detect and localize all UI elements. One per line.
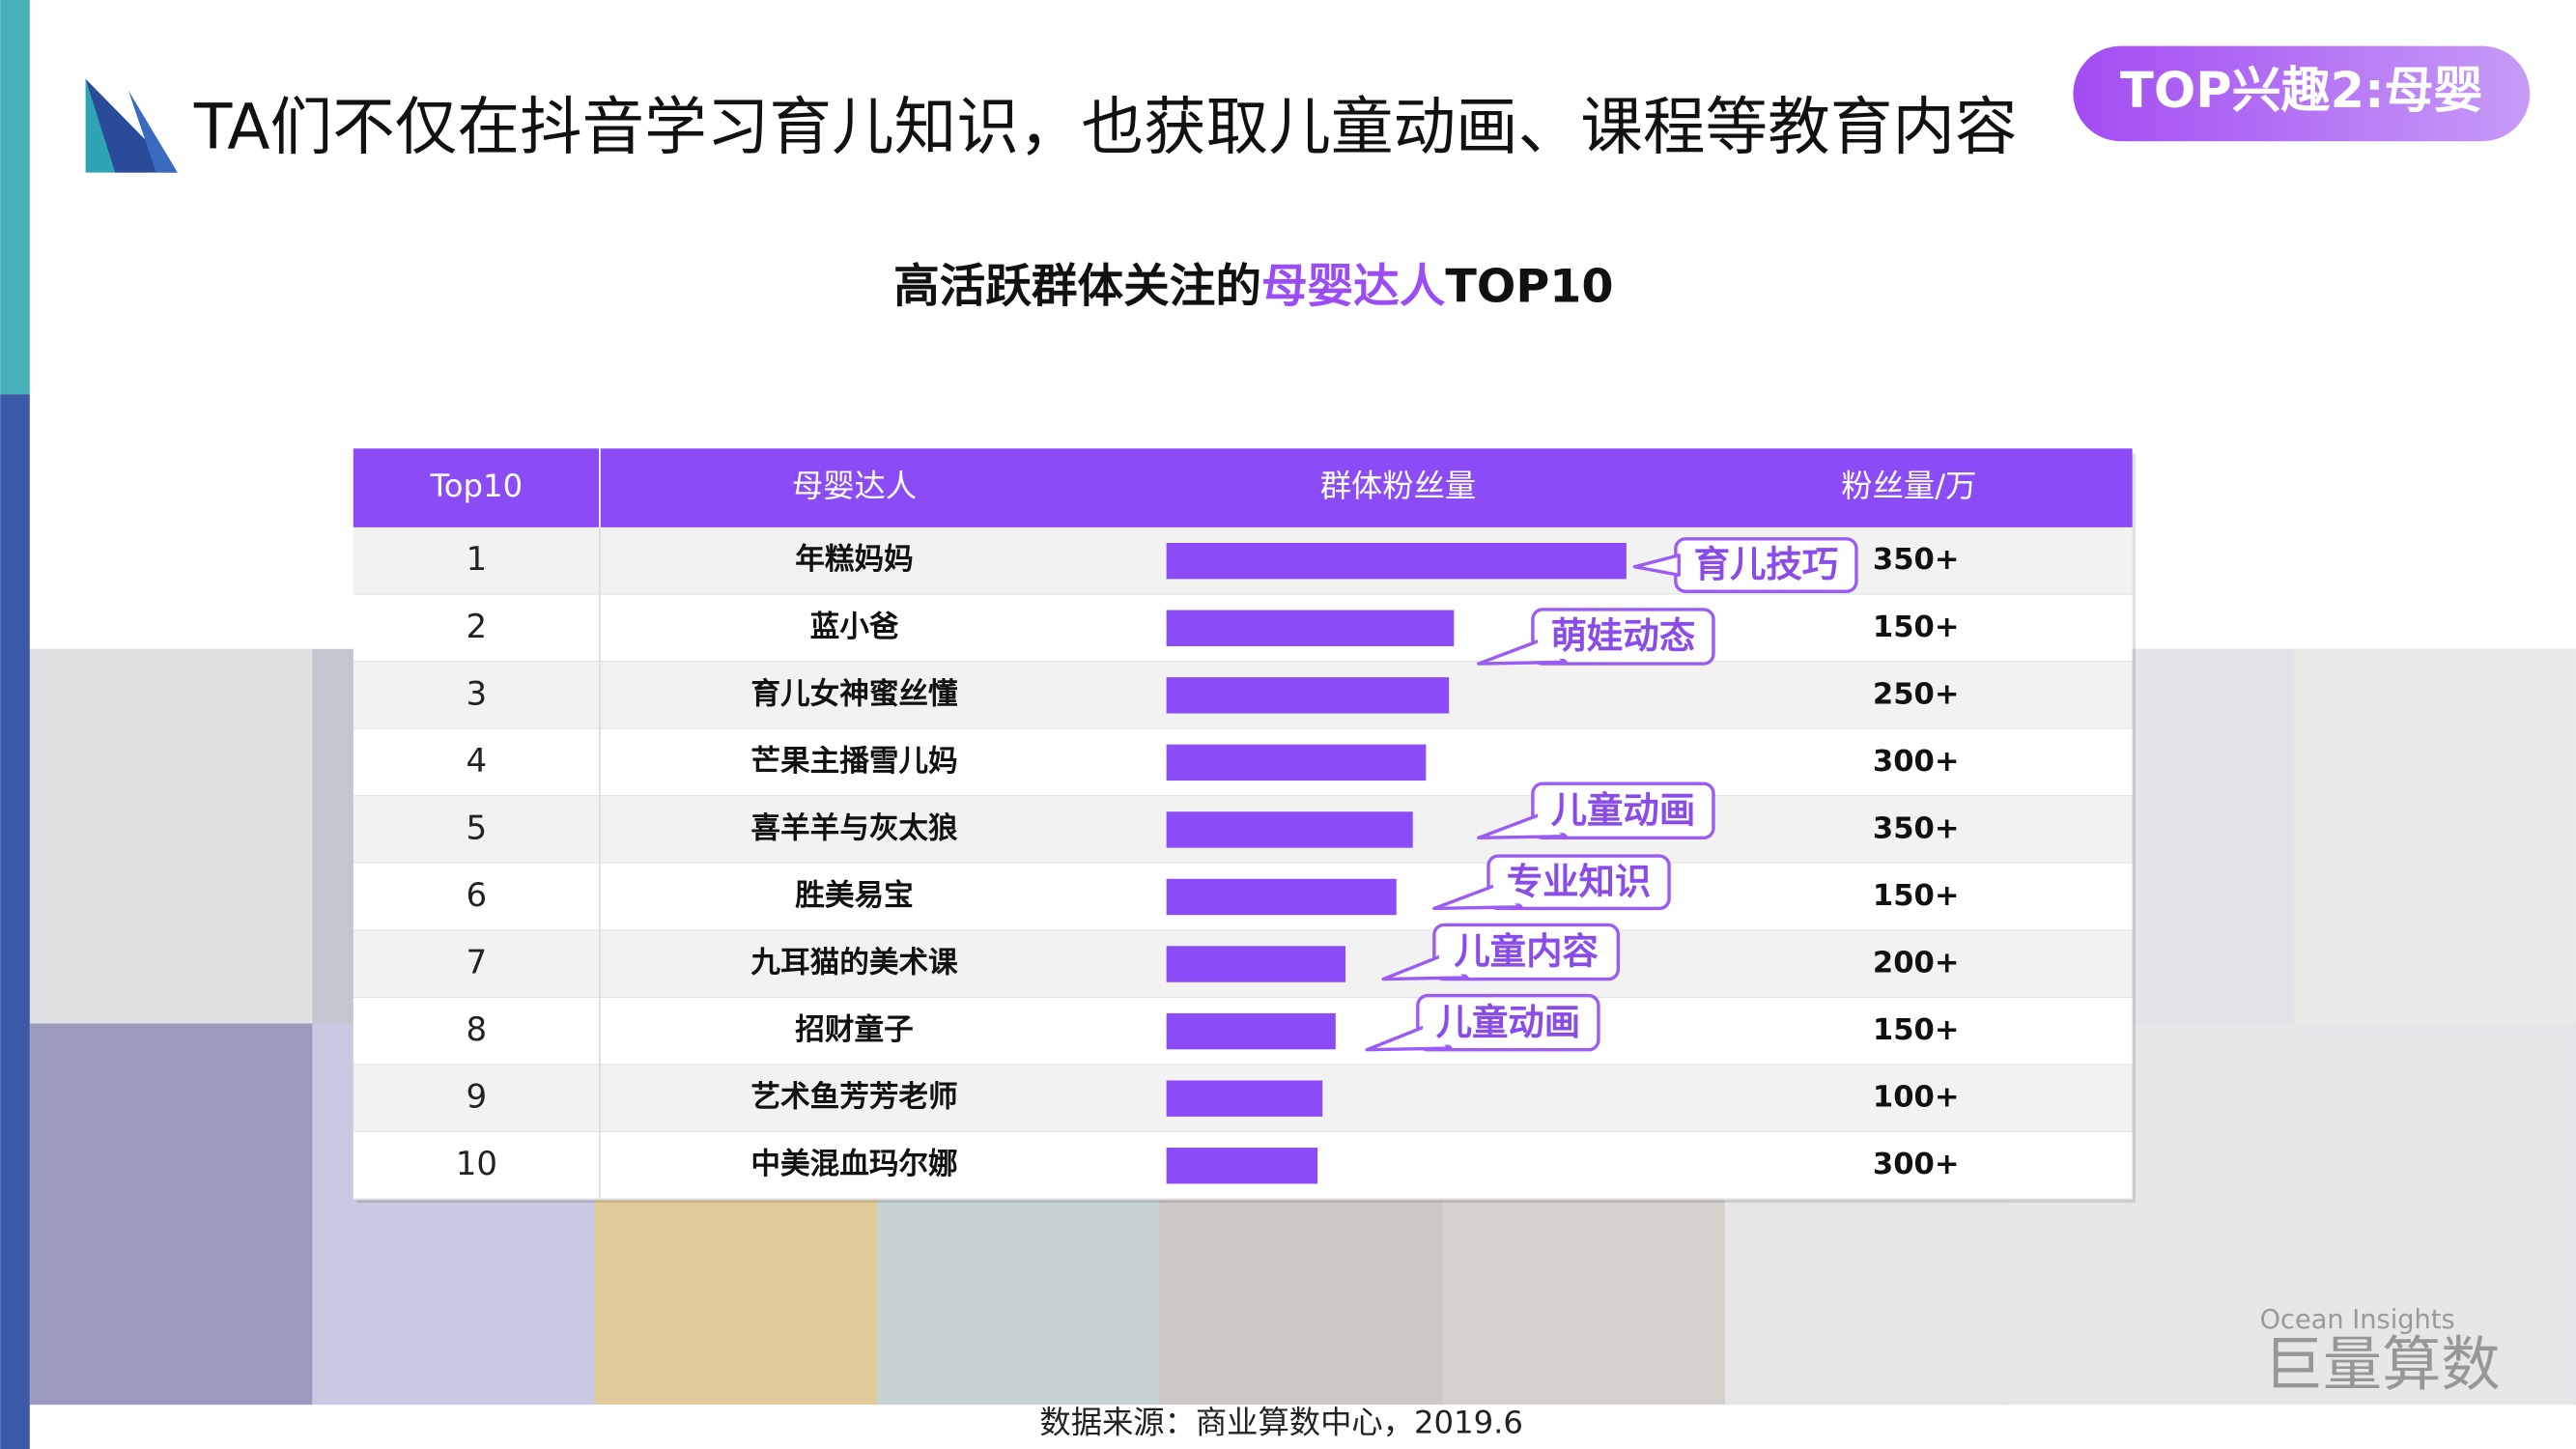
- creator-name: 芒果主播雪儿妈: [750, 745, 957, 779]
- fan-count: 350+: [1873, 811, 1960, 845]
- column-header: 母婴达人: [792, 468, 917, 504]
- rank: 3: [467, 674, 488, 713]
- tag-pointer: [1632, 554, 1681, 577]
- fan-bar: [1166, 744, 1427, 781]
- creator-name: 喜羊羊与灰太狼: [750, 810, 958, 845]
- rank: 9: [467, 1078, 488, 1117]
- rank: 4: [467, 742, 488, 781]
- content-tag: 儿童动画: [1551, 788, 1696, 831]
- table: Top10 母婴达人 群体粉丝量 粉丝量/万 1 年糕妈妈 350+ 2 蓝小爸 150+ 3 育儿女…: [353, 448, 2133, 1201]
- rank: 1: [467, 540, 488, 579]
- column-header: 群体粉丝量: [1320, 468, 1477, 504]
- rank: 2: [467, 608, 488, 646]
- creator-name: 胜美易宝: [795, 878, 913, 913]
- creator-name: 蓝小爸: [810, 611, 899, 644]
- tag-pointer-mask: [1438, 929, 1476, 975]
- tag-box: [1416, 993, 1600, 1052]
- creator-name: 艺术鱼芳芳老师: [750, 1080, 957, 1115]
- tag-box: [1432, 923, 1621, 981]
- fan-count: 150+: [1873, 1013, 1960, 1047]
- fan-count: 100+: [1873, 1081, 1960, 1115]
- creator-name: 中美混血玛尔娜: [750, 1147, 957, 1181]
- fan-bar: [1166, 1080, 1323, 1117]
- tag-pointer-mask: [1680, 543, 1717, 587]
- subtitle-part: 高活跃群体关注的: [893, 260, 1261, 313]
- tag-pointer-mask: [1493, 861, 1530, 904]
- content-tag: 专业知识: [1507, 860, 1652, 902]
- creator-name: 年糕妈妈: [795, 543, 913, 577]
- fan-bar: [1166, 1148, 1318, 1184]
- rank: 8: [467, 1010, 488, 1049]
- tag-box: [1531, 608, 1715, 666]
- fan-bar: [1166, 677, 1450, 714]
- rank: 6: [467, 876, 488, 915]
- column-header: 粉丝量/万: [1841, 468, 1976, 504]
- rank: 7: [467, 944, 488, 982]
- content-tag: 儿童内容: [1454, 930, 1599, 973]
- content-tag: 萌娃动态: [1551, 614, 1696, 657]
- creator-name: 九耳猫的美术课: [750, 946, 958, 980]
- content-tag: 儿童动画: [1436, 1001, 1581, 1043]
- brand: 巨量算数: [2264, 1330, 2501, 1399]
- column-header: Top10: [430, 468, 524, 504]
- table-header: [353, 448, 2133, 527]
- source-note: 数据来源：商业算数中心，2019.6: [1039, 1404, 1523, 1440]
- rank: 10: [456, 1145, 497, 1183]
- fan-count: 200+: [1873, 947, 1960, 980]
- tag-pointer-mask: [1538, 614, 1574, 659]
- fan-bar: [1166, 542, 1627, 580]
- fan-count: 300+: [1873, 1148, 1960, 1181]
- rank: 5: [467, 809, 488, 847]
- tag-pointer-mask: [1538, 788, 1574, 834]
- fan-bar: [1166, 946, 1346, 982]
- fan-bar: [1166, 878, 1397, 916]
- content-tag: 育儿技巧: [1694, 543, 1839, 585]
- creator-name: 育儿女神蜜丝懂: [750, 676, 958, 711]
- slide-title: TA们不仅在抖音学习育儿知识，也获取儿童动画、课程等教育内容: [193, 92, 2018, 164]
- badge: [2073, 45, 2531, 142]
- tag-box: [1486, 854, 1671, 911]
- fan-count: 150+: [1873, 611, 1960, 644]
- subtitle-part: TOP10: [1445, 260, 1613, 313]
- side-stripe: [0, 394, 30, 1449]
- subtitle: 高活跃群体关注的母婴达人TOP10: [893, 260, 1613, 313]
- fan-count: 150+: [1873, 879, 1960, 913]
- badge-text: TOP兴趣2:母婴: [2120, 63, 2483, 120]
- subtitle-highlight: 母婴达人: [1261, 260, 1446, 313]
- tag-box: [1531, 781, 1715, 840]
- fan-count: 250+: [1873, 677, 1960, 711]
- creator-name: 招财童子: [795, 1012, 913, 1047]
- side-stripe: [0, 0, 30, 395]
- fan-bar: [1166, 1012, 1336, 1050]
- brand-en: Ocean Insights: [2260, 1305, 2455, 1335]
- fan-bar: [1166, 811, 1413, 848]
- fan-count: 300+: [1873, 745, 1960, 779]
- tag-pointer-mask: [1422, 1000, 1459, 1045]
- logo: [85, 78, 178, 173]
- fan-bar: [1166, 610, 1455, 646]
- fan-count: 350+: [1873, 543, 1960, 577]
